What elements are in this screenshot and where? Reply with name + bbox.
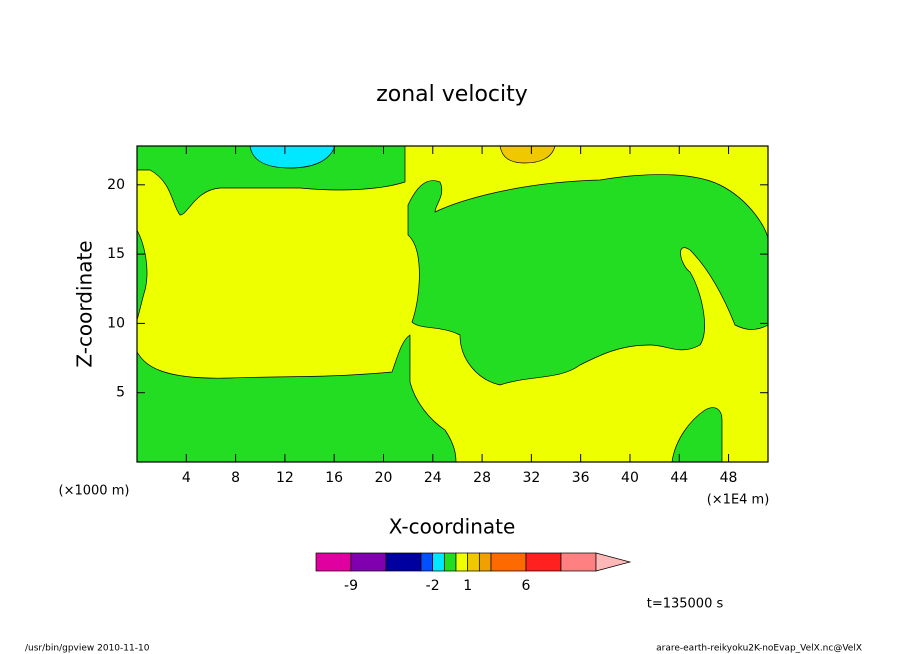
x-tick-label: 8 xyxy=(231,470,240,486)
colorbar-extend xyxy=(595,552,632,572)
x-tick-label: 32 xyxy=(522,470,540,486)
contour-region xyxy=(671,407,723,462)
colorbar-tick-label: 1 xyxy=(463,578,472,594)
contour-region xyxy=(249,146,336,169)
colorbar-segment xyxy=(478,552,492,572)
contour-region xyxy=(137,146,406,216)
time-annotation: t=135000 s xyxy=(647,597,724,612)
y-unit: (×1000 m) xyxy=(59,484,130,499)
contour-region xyxy=(407,174,768,386)
colorbar-tick-label: -9 xyxy=(344,578,358,594)
x-tick-label: 48 xyxy=(720,470,738,486)
chart-title: zonal velocity xyxy=(376,82,528,107)
x-tick-label: 44 xyxy=(670,470,688,486)
x-tick-label: 36 xyxy=(572,470,590,486)
colorbar-segment xyxy=(432,552,445,572)
colorbar-segment xyxy=(467,552,480,572)
footer-left: /usr/bin/gpview 2010-11-10 xyxy=(25,644,150,654)
contour-field xyxy=(137,146,768,462)
x-tick-label: 24 xyxy=(424,470,442,486)
contour-region xyxy=(137,229,148,321)
x-axis-label: X-coordinate xyxy=(389,515,516,539)
colorbar-segment xyxy=(350,552,387,572)
colorbar-segment xyxy=(385,552,422,572)
colorbar-segment xyxy=(455,552,469,572)
colorbar-tick-label: 6 xyxy=(522,578,531,594)
colorbar-tick-label: -2 xyxy=(426,578,440,594)
x-tick-label: 16 xyxy=(325,470,343,486)
plot-frame xyxy=(136,145,769,463)
y-tick-label: 15 xyxy=(107,246,125,262)
contour-region xyxy=(499,146,556,164)
y-axis-label: Z-coordinate xyxy=(73,240,97,367)
x-tick-label: 12 xyxy=(276,470,294,486)
x-tick-label: 20 xyxy=(375,470,393,486)
x-unit: (×1E4 m) xyxy=(707,493,770,508)
y-tick-label: 10 xyxy=(107,315,125,331)
colorbar-segment xyxy=(525,552,562,572)
x-tick-label: 28 xyxy=(473,470,491,486)
x-tick-label: 4 xyxy=(182,470,191,486)
colorbar-segment xyxy=(560,552,597,572)
footer-right: arare-earth-reikyoku2K-noEvap_VelX.nc@Ve… xyxy=(656,644,862,654)
y-tick-label: 20 xyxy=(107,177,125,193)
colorbar-segment xyxy=(420,552,434,572)
contour-region xyxy=(137,334,457,462)
y-tick-label: 5 xyxy=(116,385,125,401)
x-tick-label: 40 xyxy=(621,470,639,486)
colorbar-segment xyxy=(490,552,527,572)
colorbar-segment xyxy=(315,552,352,572)
colorbar-segment xyxy=(443,552,457,572)
